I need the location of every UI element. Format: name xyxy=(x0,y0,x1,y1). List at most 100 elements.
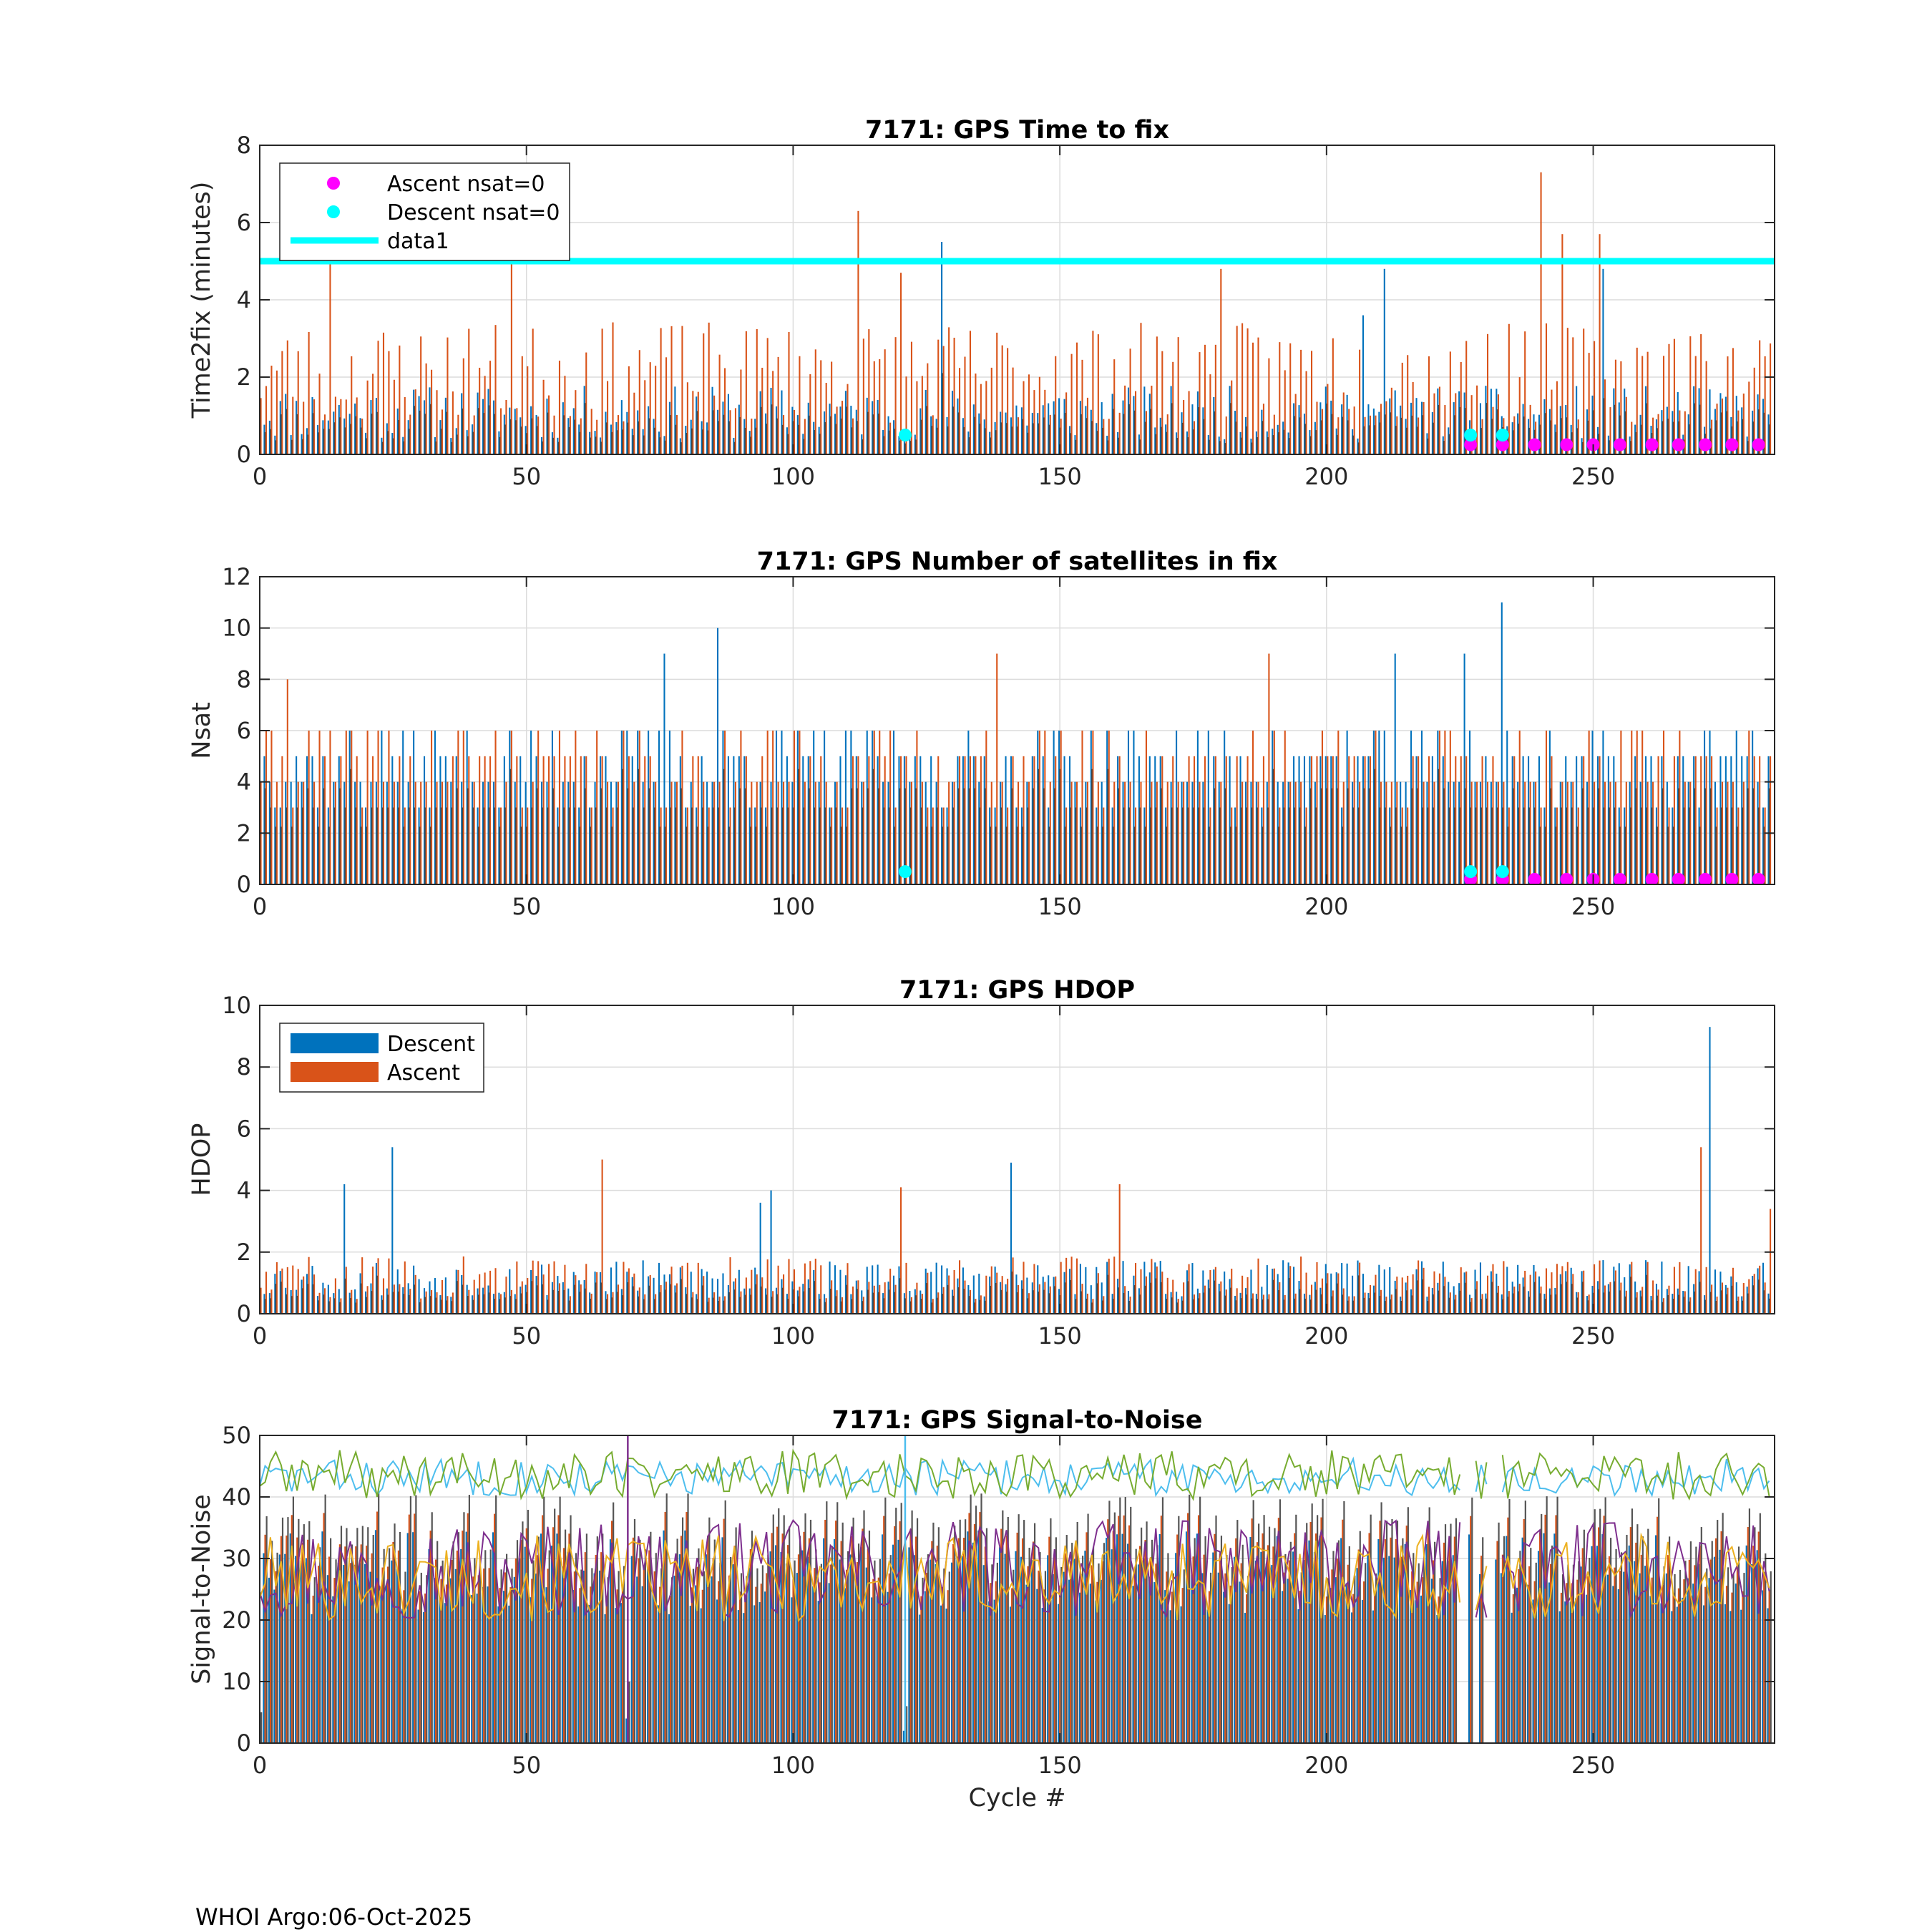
bar-descent xyxy=(1138,434,1140,454)
bar-ascent xyxy=(1038,376,1040,454)
bar-overlap xyxy=(1363,788,1365,884)
bar-ascent xyxy=(809,756,811,884)
bar-overlap xyxy=(1229,1287,1231,1314)
bar xyxy=(1050,1518,1052,1743)
bar-ascent xyxy=(1759,1265,1761,1314)
bar-ascent xyxy=(1252,731,1254,884)
bar-descent xyxy=(1005,756,1007,884)
bar-descent xyxy=(663,1274,665,1314)
bar-overlap xyxy=(414,807,415,884)
bar-ascent xyxy=(1700,1147,1702,1314)
bar-ascent xyxy=(1134,1263,1137,1314)
bar-overlap xyxy=(408,429,410,454)
bar xyxy=(668,1614,670,1743)
bar xyxy=(1116,1534,1118,1743)
bar-overlap xyxy=(1427,807,1429,884)
bar-descent xyxy=(1335,428,1337,454)
bar-ascent xyxy=(1455,393,1457,454)
bar-overlap xyxy=(318,1300,319,1314)
bar xyxy=(1571,1583,1573,1743)
bar xyxy=(317,1566,320,1743)
bar-descent xyxy=(1415,1269,1418,1314)
ascent-nsat0-point xyxy=(1672,872,1685,884)
bar xyxy=(1311,1503,1313,1743)
bar-descent xyxy=(1324,1264,1327,1314)
bar-ascent xyxy=(675,414,678,454)
bar xyxy=(321,1531,323,1743)
bar-ascent xyxy=(1353,406,1355,454)
bar xyxy=(1380,1502,1382,1743)
bar xyxy=(1263,1515,1265,1743)
bar-descent xyxy=(1202,1270,1204,1314)
bar xyxy=(312,1595,314,1743)
bar xyxy=(1309,1521,1312,1743)
bar-overlap xyxy=(1128,1300,1130,1314)
bar-ascent xyxy=(308,731,310,884)
bar-ascent xyxy=(1599,756,1601,884)
bar-overlap xyxy=(323,1294,325,1314)
bar-overlap xyxy=(990,1286,992,1314)
bar-descent xyxy=(1186,431,1189,454)
bar-overlap xyxy=(1011,1272,1013,1314)
bar xyxy=(985,1528,988,1743)
bar-descent xyxy=(626,1272,628,1314)
bar xyxy=(1558,1611,1561,1743)
bar xyxy=(1405,1526,1407,1743)
bar-ascent xyxy=(1631,421,1633,454)
bar-ascent xyxy=(1594,341,1596,454)
bar-ascent xyxy=(1524,1270,1526,1314)
bar-descent xyxy=(1314,421,1316,454)
bar-ascent xyxy=(1086,1293,1088,1314)
bar-overlap xyxy=(1005,423,1008,454)
bar-ascent xyxy=(1561,781,1563,884)
bar-descent xyxy=(743,756,746,884)
bar-ascent xyxy=(468,1289,470,1314)
bar xyxy=(530,1597,532,1743)
bar-ascent xyxy=(1742,1283,1745,1314)
bar xyxy=(1393,1557,1395,1743)
bar-descent xyxy=(1181,1296,1183,1314)
bar-overlap xyxy=(1091,1302,1093,1314)
bar-descent xyxy=(1687,781,1689,884)
bar-overlap xyxy=(1118,1287,1119,1314)
bar-ascent xyxy=(1007,1279,1009,1314)
bar-overlap xyxy=(1550,1294,1551,1314)
bar-overlap xyxy=(504,807,506,884)
bar-ascent xyxy=(1764,1282,1766,1314)
bar-descent xyxy=(796,415,799,454)
bar-overlap xyxy=(1181,807,1184,884)
bar-overlap xyxy=(1598,788,1599,884)
bar-overlap xyxy=(446,411,447,454)
bar-ascent xyxy=(1321,731,1323,884)
bar-ascent xyxy=(420,781,422,884)
x-axis-label: Cycle # xyxy=(968,1784,1065,1813)
bar-descent xyxy=(509,731,511,884)
descent-nsat0-point xyxy=(1496,865,1509,879)
bar xyxy=(492,1532,494,1743)
bar-overlap xyxy=(1085,1298,1088,1314)
bar-ascent xyxy=(1545,1268,1548,1314)
bar xyxy=(557,1515,560,1743)
bar-ascent xyxy=(1262,1294,1264,1314)
bar xyxy=(1396,1521,1399,1743)
bar-descent xyxy=(370,1283,372,1314)
bar-descent xyxy=(690,781,692,884)
bar-ascent xyxy=(1348,756,1350,884)
bar-overlap xyxy=(1277,826,1279,884)
bar-overlap xyxy=(1053,1286,1055,1314)
bar xyxy=(1044,1571,1047,1743)
bar-overlap xyxy=(1485,1298,1488,1314)
x-tick-label: 50 xyxy=(512,893,541,920)
bar-descent xyxy=(1293,1267,1295,1314)
bar xyxy=(1085,1532,1088,1743)
ascent-nsat0-point xyxy=(1560,438,1574,452)
bar-descent xyxy=(791,1281,794,1314)
bar-overlap xyxy=(344,807,346,884)
bar-ascent xyxy=(345,731,347,884)
bar-ascent xyxy=(996,332,998,454)
bar-descent xyxy=(781,731,783,884)
bar xyxy=(1382,1557,1385,1743)
bar-overlap xyxy=(1128,807,1130,884)
bar xyxy=(328,1556,331,1743)
bar-ascent xyxy=(1673,756,1675,884)
